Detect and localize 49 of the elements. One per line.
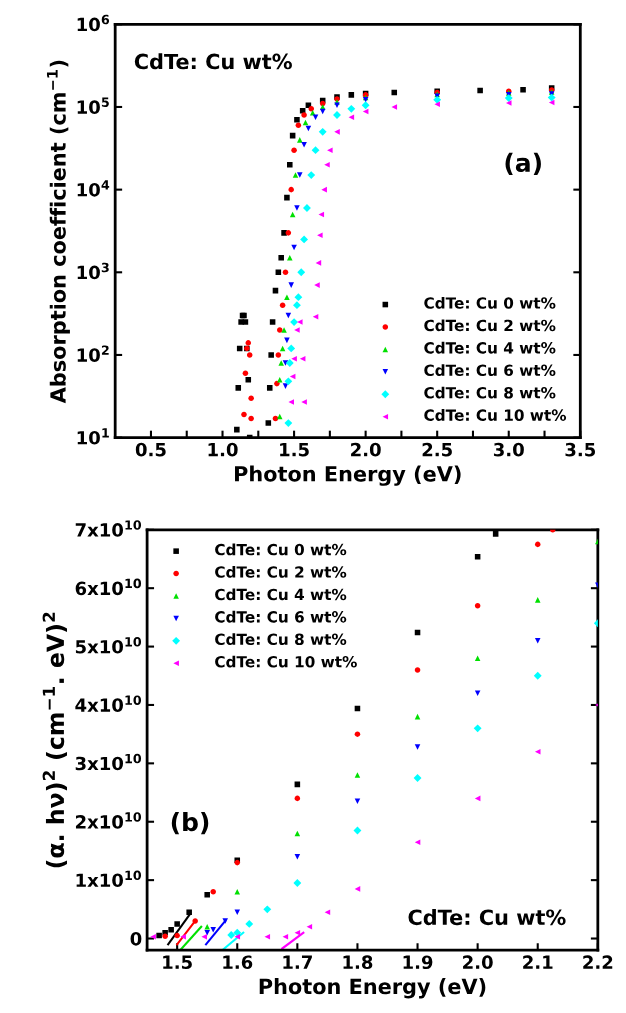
x-tick-label: 3.0 <box>493 442 524 457</box>
y-tick-label: 2x10$^{10}$ <box>75 812 142 829</box>
x-axis-title: Photon Energy (eV) <box>259 978 486 999</box>
y-axis-title: (α. hν)$^{2}$ (cm$^{−1}$. eV)$^{2}$ <box>42 612 68 868</box>
x-tick-label: 1.9 <box>403 955 433 970</box>
annotation: CdTe: Cu wt% <box>134 53 292 70</box>
y-tick-label: 10$^{4}$ <box>77 180 110 197</box>
x-tick-label: 2.5 <box>422 442 452 457</box>
legend-label: CdTe: Cu 2 wt% <box>424 319 556 332</box>
x-tick-label: 1.5 <box>280 443 309 457</box>
x-tick-label: 2.0 <box>351 442 381 457</box>
y-tick-label: 10$^{5}$ <box>77 97 109 114</box>
x-tick-label: 1.8 <box>343 955 373 970</box>
legend-label: CdTe: Cu 6 wt% <box>215 610 347 623</box>
y-tick-label: 10$^{6}$ <box>77 14 110 32</box>
y-tick-label: 0 <box>130 931 142 946</box>
legend-label: CdTe: Cu 8 wt% <box>424 386 556 399</box>
x-tick-label: 2.2 <box>583 955 613 969</box>
y-tick-label: 10$^{1}$ <box>77 428 109 445</box>
x-tick-label: 2.1 <box>523 955 553 969</box>
x-tick-label: 1.0 <box>208 442 238 457</box>
y-tick-label: 5x10$^{10}$ <box>75 637 142 654</box>
annotation: (b) <box>171 811 209 835</box>
legend-label: CdTe: Cu 4 wt% <box>424 341 556 354</box>
x-tick-label: 1.7 <box>283 955 312 969</box>
y-tick-label: 4x10$^{10}$ <box>75 695 142 712</box>
legend-label: CdTe: Cu 10 wt% <box>424 409 567 421</box>
annotation: (a) <box>505 152 541 176</box>
legend-label: CdTe: Cu 6 wt% <box>424 364 556 377</box>
legend-label: CdTe: Cu 0 wt% <box>424 296 556 309</box>
y-tick-label: 10$^{3}$ <box>77 262 109 280</box>
legend-label: CdTe: Cu 8 wt% <box>215 633 347 646</box>
legend-label: CdTe: Cu 10 wt% <box>215 655 357 668</box>
y-axis-title: Absorption coefficient (cm$^{−1}$) <box>46 60 70 404</box>
x-tick-label: 3.5 <box>565 442 596 457</box>
y-tick-label: 7x10$^{10}$ <box>75 520 142 537</box>
legend-label: CdTe: Cu 2 wt% <box>215 565 347 578</box>
x-tick-label: 1.6 <box>223 955 253 970</box>
y-tick-label: 3x10$^{10}$ <box>75 753 142 771</box>
x-tick-label: 2.0 <box>463 955 493 970</box>
y-tick-label: 10$^{2}$ <box>77 345 109 362</box>
annotation: CdTe: Cu wt% <box>408 909 566 926</box>
x-tick-label: 1.5 <box>163 955 192 970</box>
legend-label: CdTe: Cu 0 wt% <box>215 543 347 556</box>
y-tick-label: 1x10$^{10}$ <box>76 870 142 888</box>
x-axis-title: Photon Energy (eV) <box>235 465 461 486</box>
y-tick-label: 6x10$^{10}$ <box>75 578 142 596</box>
x-tick-label: 0.5 <box>135 442 166 457</box>
legend-label: CdTe: Cu 4 wt% <box>215 588 347 601</box>
